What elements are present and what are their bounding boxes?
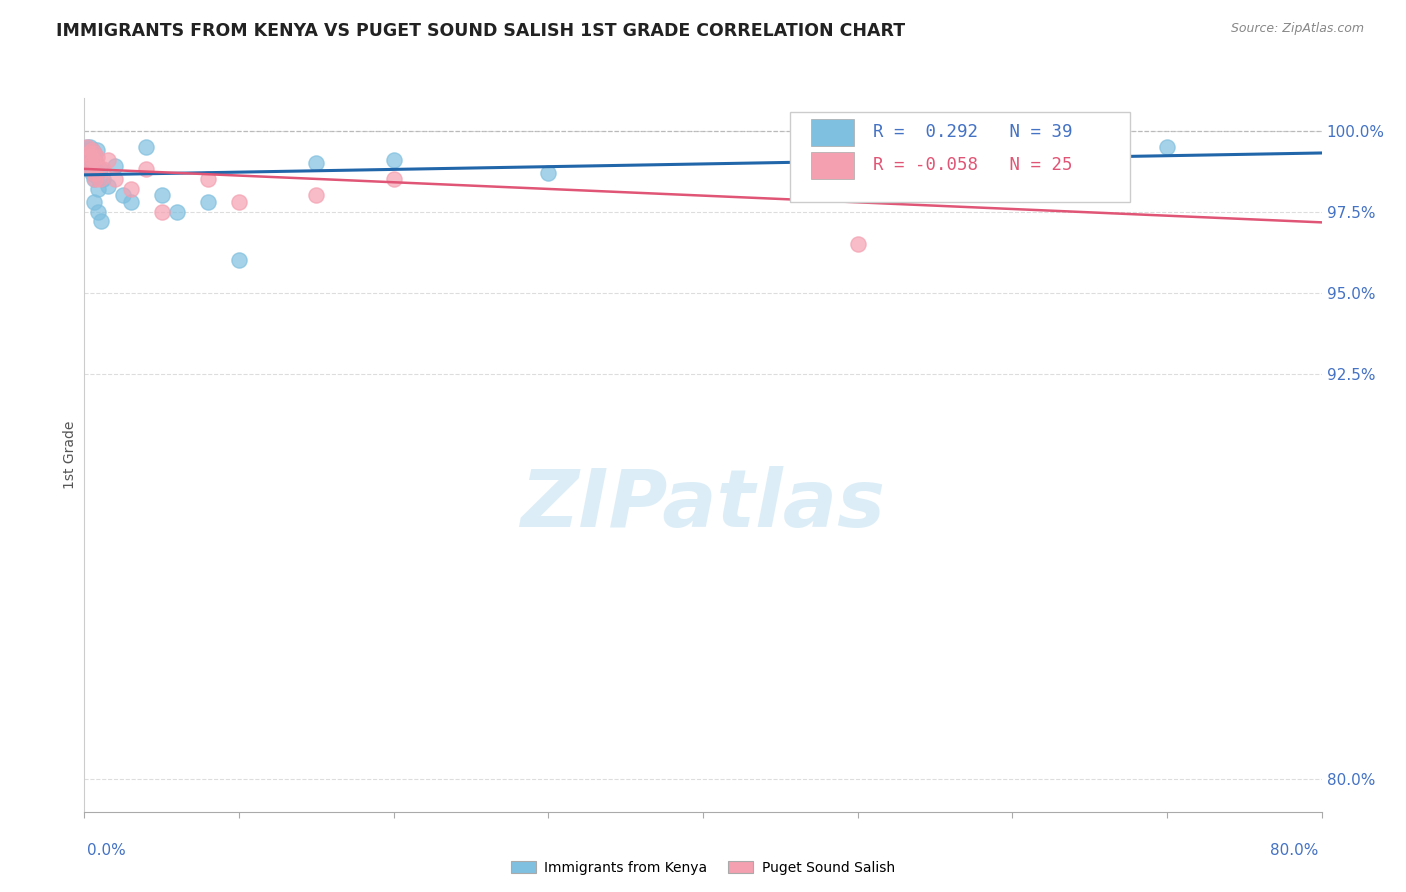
Point — [537, 166, 560, 180]
Point — [77, 143, 100, 157]
Point — [104, 172, 127, 186]
Point — [166, 204, 188, 219]
Point — [83, 146, 105, 161]
Point — [82, 156, 104, 170]
FancyBboxPatch shape — [790, 112, 1130, 202]
Point — [80, 146, 103, 161]
Point — [91, 172, 114, 186]
Point — [1156, 140, 1178, 154]
Point — [120, 194, 142, 209]
Legend: Immigrants from Kenya, Puget Sound Salish: Immigrants from Kenya, Puget Sound Salis… — [506, 855, 900, 880]
Point — [82, 166, 104, 180]
Y-axis label: 1st Grade: 1st Grade — [63, 421, 77, 489]
Point — [135, 162, 157, 177]
FancyBboxPatch shape — [811, 152, 853, 178]
Text: R = -0.058   N = 25: R = -0.058 N = 25 — [873, 156, 1071, 174]
Text: Source: ZipAtlas.com: Source: ZipAtlas.com — [1230, 22, 1364, 36]
Point — [135, 140, 157, 154]
Point — [1078, 162, 1101, 177]
Point — [84, 153, 107, 167]
Point — [89, 162, 111, 177]
Point — [83, 194, 105, 209]
Text: R =  0.292   N = 39: R = 0.292 N = 39 — [873, 123, 1071, 141]
Text: 0.0%: 0.0% — [87, 843, 127, 858]
Point — [83, 166, 105, 180]
Point — [86, 143, 108, 157]
Point — [90, 214, 112, 228]
Point — [84, 156, 107, 170]
Point — [79, 156, 101, 170]
Point — [382, 153, 405, 167]
Point — [197, 172, 219, 186]
Text: ZIPatlas: ZIPatlas — [520, 466, 886, 544]
Point — [91, 162, 114, 177]
Point — [79, 140, 101, 154]
Point — [382, 172, 405, 186]
Point — [96, 153, 118, 167]
Point — [83, 146, 105, 161]
Point — [197, 194, 219, 209]
Point — [82, 143, 104, 157]
Point — [83, 172, 105, 186]
Point — [84, 159, 107, 173]
Point — [86, 149, 108, 163]
Point — [305, 188, 328, 202]
Text: 80.0%: 80.0% — [1271, 843, 1319, 858]
Point — [924, 140, 946, 154]
Point — [82, 149, 104, 163]
Point — [76, 140, 98, 154]
Point — [87, 204, 110, 219]
Point — [82, 153, 104, 167]
Point — [79, 162, 101, 177]
Point — [77, 146, 100, 161]
Point — [84, 172, 107, 186]
Point — [77, 146, 100, 161]
Point — [104, 159, 127, 173]
Point — [846, 237, 869, 252]
Text: IMMIGRANTS FROM KENYA VS PUGET SOUND SALISH 1ST GRADE CORRELATION CHART: IMMIGRANTS FROM KENYA VS PUGET SOUND SAL… — [56, 22, 905, 40]
Point — [82, 143, 104, 157]
Point — [84, 169, 107, 183]
Point — [112, 188, 135, 202]
Point — [305, 156, 328, 170]
Point — [228, 253, 250, 268]
Point — [80, 156, 103, 170]
Point — [79, 153, 101, 167]
Point — [77, 149, 100, 163]
Point — [86, 182, 108, 196]
Point — [228, 194, 250, 209]
Point — [96, 178, 118, 193]
Point — [89, 172, 111, 186]
Point — [76, 140, 98, 154]
Point — [79, 149, 101, 163]
Point — [79, 162, 101, 177]
FancyBboxPatch shape — [811, 119, 853, 146]
Point — [150, 188, 173, 202]
Point — [120, 182, 142, 196]
Point — [150, 204, 173, 219]
